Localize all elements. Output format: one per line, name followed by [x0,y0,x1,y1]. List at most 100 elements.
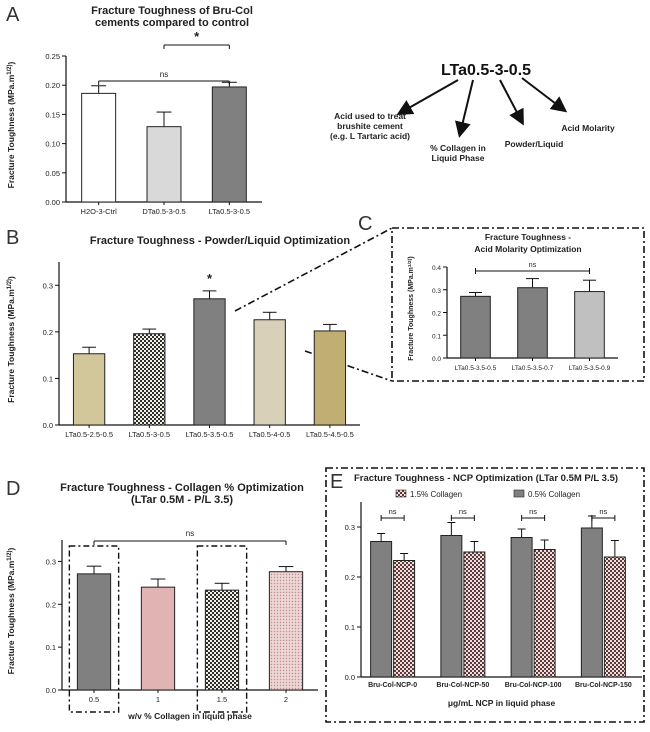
panel-letter-c: C [358,213,372,235]
x-tick-label: LTa0.5-3.5-0.5 [186,430,234,439]
chart-title: (LTar 0.5M - P/L 3.5) [131,494,233,506]
legend-swatch [395,489,407,498]
highlight-box [68,545,120,713]
y-tick-label: 0.4 [432,265,441,272]
x-tick-label: 1 [156,695,160,704]
x-tick-label: 0.5 [89,695,99,704]
naming-label-collagen-1: % Collagen in [430,143,486,153]
x-axis-label: w/v % Collagen in liquid phase [127,711,252,721]
naming-label-acid-molarity: Acid Molarity [561,123,615,133]
chart-title: Fracture Toughness of Bru-Col [91,5,253,17]
y-axis-label: Fracture Toughness (MPa.m1/2)) [6,276,16,403]
y-axis-label: Fracture Toughness (MPa.m1/2)) [407,256,416,360]
panel-letter-b: B [6,227,19,249]
bar [313,330,347,426]
chart-title: Fracture Toughness - Powder/Liquid Optim… [90,235,350,247]
highlight-box [196,545,248,713]
y-tick-label: 0.1 [432,333,441,340]
x-tick-label: LTa0.5-3.5-0.5 [455,365,497,372]
naming-label-powder-liquid: Powder/Liquid [505,139,564,149]
bar [76,573,112,691]
chart-title: cements compared to control [95,17,249,29]
bar [440,535,463,678]
legend-label: 1.5% Collagen [410,490,462,499]
y-tick-label: 0.3 [432,288,441,295]
chart-title: Fracture Toughness - NCP Optimization (L… [354,473,618,484]
bar [533,549,556,678]
panel-c-chart: Fracture Toughness - Acid Molarity Optimi… [407,232,618,372]
x-tick-label: LTa0.5-3.5-0.9 [569,365,611,372]
panel-e-chart: Fracture Toughness - NCP Optimization (L… [345,473,642,708]
x-tick-label: H2O-3-Ctrl [81,207,118,216]
panel-c-frame [391,227,645,382]
arrow-acid-molarity [521,77,568,113]
x-tick-label: Bru-Col-NCP-150 [575,682,632,689]
sig-label: * [194,29,200,44]
panel-letter-d: D [6,478,20,500]
panel-e-frame [325,467,645,723]
legend-swatch [513,489,525,498]
y-tick-label: 0.1 [43,374,53,383]
chart-title: Fracture Toughness - Collagen % Optimiza… [60,482,304,494]
y-tick-label: 0.1 [46,643,56,652]
y-tick-label: 0.10 [45,140,60,149]
y-tick-label: 0.15 [45,110,60,119]
bar [268,571,304,691]
y-tick-label: 0.0 [46,686,56,695]
bar [81,92,117,203]
naming-label-collagen-2: Liquid Phase [432,153,485,163]
y-axis-label: Fracture Toughness (MPa.m1/2)) [6,547,16,674]
bar [370,541,393,678]
x-tick-label: Bru-Col-NCP-50 [436,682,489,689]
bar [193,298,226,426]
sig-label: ns [599,507,607,516]
bar [510,537,533,678]
y-tick-label: 0.25 [45,52,60,61]
y-tick-label: 0.2 [46,600,56,609]
bar [140,586,176,691]
x-tick-label: LTa0.5-2.5-0.5 [65,430,113,439]
bar [393,560,416,678]
y-tick-label: 0.2 [43,328,53,337]
bar [603,556,626,678]
x-tick-label: LTa0.5-3.5-0.7 [512,365,554,372]
x-tick-label: LTa0.5-3-0.5 [129,430,171,439]
x-tick-label: 1.5 [217,695,227,704]
bar [517,287,548,359]
panel-b-chart: Fracture Toughness - Powder/Liquid Optim… [6,235,360,439]
x-tick-label: LTa0.5-3-0.5 [209,207,251,216]
y-tick-label: 0.0 [432,356,441,363]
bar [574,291,605,359]
chart-title: Acid Molarity Optimization [474,244,581,254]
panel-letter-e: E [330,471,343,493]
arrow-powder-liquid [499,79,524,126]
bar [253,319,286,426]
x-tick-label: LTa0.5-4.5-0.5 [306,430,354,439]
y-tick-label: 0.00 [45,198,60,207]
x-tick-label: Bru-Col-NCP-0 [368,682,417,689]
y-tick-label: 0.3 [345,523,355,532]
sig-label: * [207,271,213,286]
naming-label-acid-3: (e.g. L Tartaric acid) [330,131,410,141]
x-tick-label: DTa0.5-3-0.5 [142,207,185,216]
y-tick-label: 0.2 [345,573,355,582]
sig-label: ns [389,507,397,516]
panel-letter-a: A [6,4,20,26]
y-tick-label: 0.05 [45,169,60,178]
y-tick-label: 0.20 [45,81,60,90]
y-tick-label: 0.2 [432,311,441,318]
bar [204,589,240,691]
bar [211,86,247,203]
x-tick-label: 2 [284,695,288,704]
y-tick-label: 0.1 [345,623,355,632]
y-axis-label: Fracture Toughness (MPa.m1/2)) [6,61,16,188]
bar [72,353,106,426]
x-tick-label: LTa0.5-4-0.5 [249,430,291,439]
bar [463,551,486,678]
arrow-acid [396,79,459,115]
y-tick-label: 0.0 [43,421,53,430]
y-tick-label: 0.3 [46,557,56,566]
chart-title: Fracture Toughness - [485,232,571,242]
sig-label: ns [529,262,537,269]
